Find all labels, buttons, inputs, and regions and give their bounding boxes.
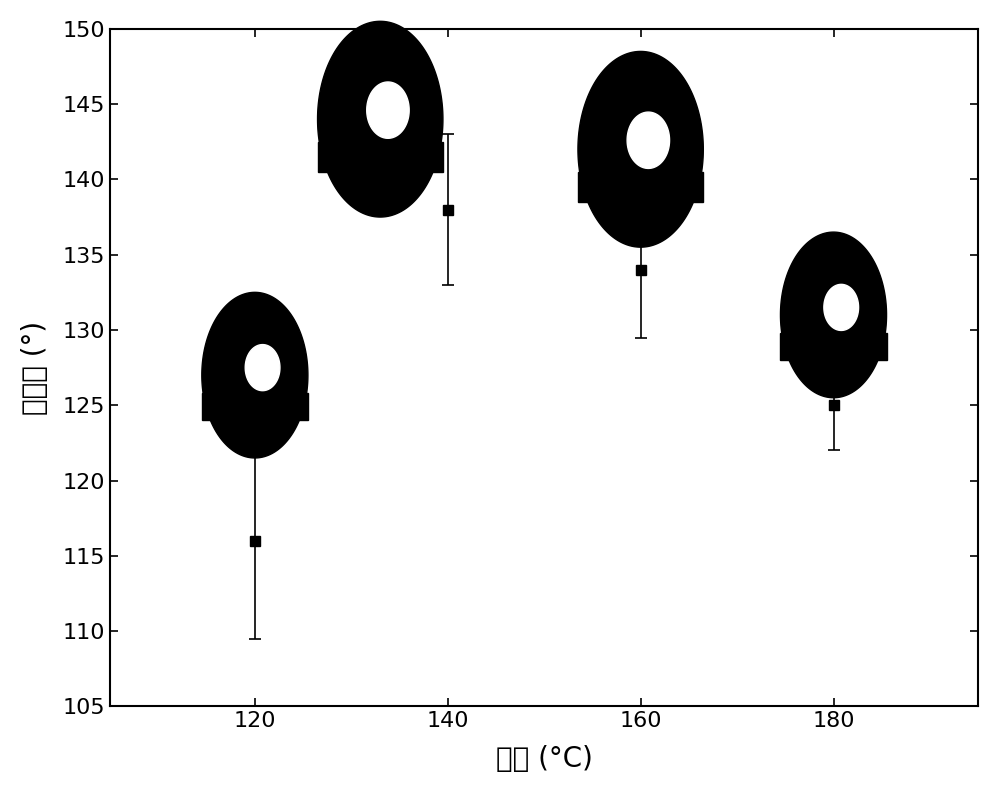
Polygon shape	[245, 345, 280, 391]
Polygon shape	[202, 292, 308, 458]
Bar	[578, 172, 703, 202]
Polygon shape	[318, 21, 443, 217]
X-axis label: 温度 (°C): 温度 (°C)	[496, 745, 592, 773]
Polygon shape	[780, 232, 886, 398]
Polygon shape	[578, 52, 703, 247]
Polygon shape	[367, 82, 410, 138]
Bar	[780, 333, 886, 360]
Polygon shape	[627, 112, 669, 168]
Y-axis label: 接触角 (°): 接触角 (°)	[21, 321, 49, 414]
Bar	[202, 393, 308, 420]
Polygon shape	[824, 284, 858, 330]
Bar	[318, 142, 443, 172]
